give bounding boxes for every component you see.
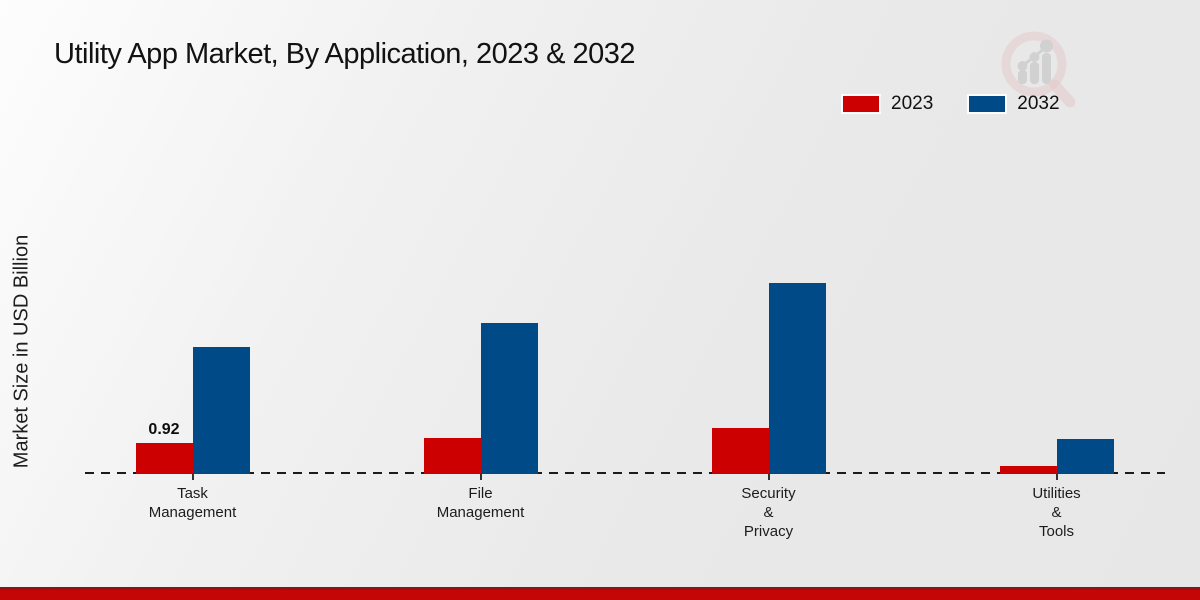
legend-swatch-2023	[843, 96, 879, 112]
category-label-file-management: File Management	[436, 485, 525, 521]
bar-2023-security-privacy	[711, 428, 769, 474]
bar-2023-utilities-tools	[999, 466, 1057, 474]
bar-2032-task-management	[192, 347, 250, 474]
legend: 2023 2032	[843, 93, 1060, 115]
x-axis-tick	[191, 474, 194, 480]
footer-red-band	[0, 587, 1200, 600]
bar-2032-file-management	[480, 323, 538, 474]
category-label-security-privacy: Security & Privacy	[741, 485, 796, 540]
legend-item-2032: 2032	[969, 93, 1060, 115]
category-label-task-management: Task Management	[148, 485, 237, 521]
legend-item-2023: 2023	[843, 93, 933, 115]
legend-label-2032: 2032	[1017, 93, 1060, 114]
bar-2023-file-management	[423, 438, 481, 474]
bar-2032-utilities-tools	[1056, 439, 1114, 474]
legend-swatch-2032	[969, 96, 1006, 112]
x-axis-dashed-baseline	[85, 472, 1165, 474]
bar-2023-task-management	[135, 443, 193, 474]
category-label-utilities-tools: Utilities & Tools	[1032, 485, 1081, 540]
legend-label-2023: 2023	[891, 93, 934, 114]
x-axis-tick	[767, 474, 770, 480]
x-axis-tick	[479, 474, 482, 480]
bar-value-label: 0.92	[148, 421, 180, 439]
x-axis-tick	[1055, 474, 1058, 480]
bar-2032-security-privacy	[768, 283, 826, 474]
chart-title: Utility App Market, By Application, 2023…	[54, 38, 636, 70]
